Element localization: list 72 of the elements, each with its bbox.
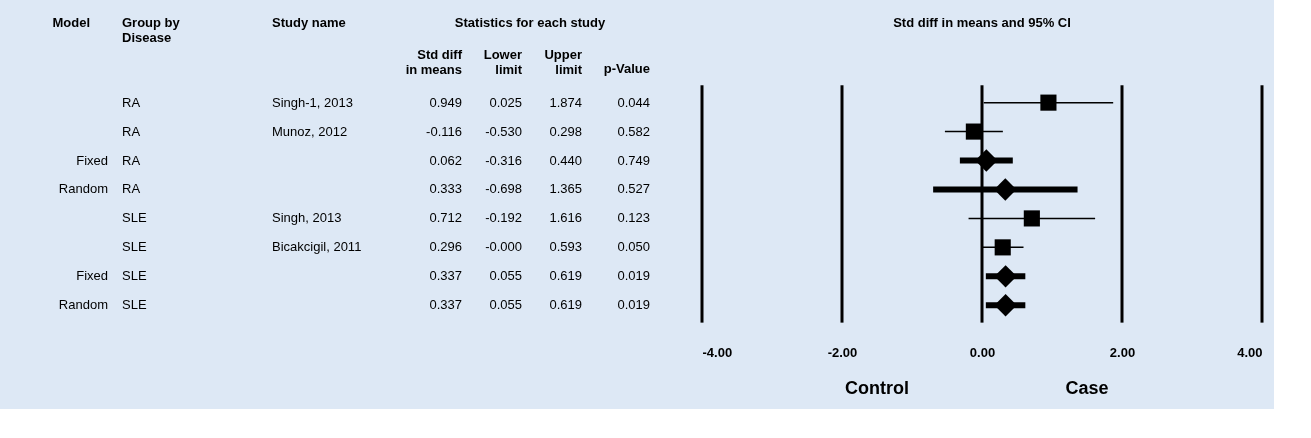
- text: 0.298: [549, 123, 582, 139]
- text: -0.192: [485, 210, 522, 226]
- text: 0.593: [549, 239, 582, 255]
- point: [975, 149, 998, 172]
- text: Singh, 2013: [272, 210, 342, 226]
- x-tick-label: 0.00: [969, 344, 996, 360]
- text: 0.025: [489, 94, 522, 110]
- point: [1040, 94, 1057, 111]
- text: Bicakcigil, 2011: [272, 239, 362, 255]
- text: 0.123: [617, 210, 650, 226]
- text: 0.333: [429, 181, 462, 197]
- text: 0.582: [617, 123, 650, 139]
- point: [994, 294, 1017, 317]
- text: p-Value: [603, 61, 650, 77]
- text: SLE: [122, 297, 147, 313]
- point: [994, 239, 1011, 256]
- x-tick-label: -4.00: [702, 344, 733, 360]
- text: Lower limit: [483, 46, 523, 77]
- text: Std diff in means: [405, 46, 463, 77]
- text: -0.116: [426, 123, 462, 139]
- text: Study name: [272, 15, 346, 31]
- text: RA: [122, 181, 141, 197]
- text: 0.337: [429, 297, 462, 313]
- x-tick-label: -2.00: [827, 344, 858, 360]
- point: [1023, 210, 1040, 227]
- text: 1.616: [549, 210, 582, 226]
- text: Random: [58, 181, 108, 197]
- text: SLE: [122, 239, 147, 255]
- x-tick-label: 2.00: [1109, 344, 1136, 360]
- text: 0.712: [429, 210, 462, 226]
- text: Control: [845, 378, 909, 399]
- text: SLE: [122, 210, 147, 226]
- text: -0.000: [485, 239, 522, 255]
- text: RA: [122, 94, 141, 110]
- text: RA: [122, 123, 141, 139]
- text: 0.062: [429, 152, 462, 168]
- text: 0.019: [617, 297, 650, 313]
- point: [994, 265, 1017, 288]
- text: 0.440: [549, 152, 582, 168]
- point: [965, 123, 982, 140]
- text: Fixed: [76, 268, 108, 284]
- chart-title: Std diff in means and 95% CI: [893, 15, 1071, 31]
- text: 1.874: [549, 94, 582, 110]
- text: Model: [52, 15, 90, 31]
- text: Case: [1065, 378, 1109, 399]
- text: -0.316: [485, 152, 522, 168]
- x-tick-label: 4.00: [1237, 344, 1263, 360]
- text: Munoz, 2012: [272, 123, 348, 139]
- text: Group by Disease: [122, 15, 181, 46]
- point: [994, 178, 1017, 201]
- text: Singh-1, 2013: [272, 94, 353, 110]
- text: 0.527: [617, 181, 650, 197]
- text: 0.044: [617, 94, 650, 110]
- text: 0.296: [429, 239, 462, 255]
- text: 0.055: [489, 297, 522, 313]
- text: 0.949: [429, 94, 462, 110]
- text: SLE: [122, 268, 147, 284]
- text: Statistics for each study: [454, 15, 606, 31]
- text: 0.050: [617, 239, 650, 255]
- text: 0.055: [489, 268, 522, 284]
- text: -0.530: [485, 123, 522, 139]
- text: Random: [58, 297, 108, 313]
- text: -0.698: [485, 181, 522, 197]
- text: Fixed: [76, 152, 108, 168]
- text: 0.619: [549, 268, 582, 284]
- text: 0.337: [429, 268, 462, 284]
- text: Upper limit: [544, 46, 583, 77]
- text: 0.619: [549, 297, 582, 313]
- text: RA: [122, 152, 141, 168]
- text: 0.749: [617, 152, 650, 168]
- text: 0.019: [617, 268, 650, 284]
- text: 1.365: [549, 181, 582, 197]
